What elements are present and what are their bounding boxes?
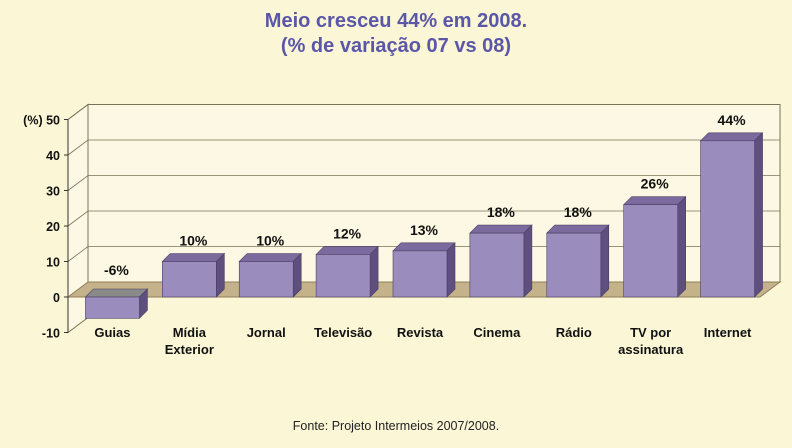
x-tick-label-line: Exterior: [165, 342, 214, 357]
gridline: [67, 139, 780, 156]
x-tick-label: Guias: [94, 325, 130, 340]
x-tick-label-line: Cinema: [473, 325, 521, 340]
y-tick-label: -10: [42, 327, 60, 341]
bar-group: [469, 224, 533, 298]
bar-top: [392, 242, 456, 252]
bar-side: [754, 132, 763, 298]
y-tick-label: (%) 50: [23, 114, 60, 128]
x-tick-label-line: Revista: [397, 325, 444, 340]
bar: [162, 261, 217, 298]
bar: [469, 232, 525, 298]
bar-side: [677, 195, 686, 298]
y-tick-label: 30: [46, 185, 60, 199]
data-label: 10%: [256, 233, 285, 249]
bar-top: [84, 288, 149, 298]
y-tick-label: 10: [46, 256, 60, 270]
bar-side: [600, 224, 610, 298]
gridline: [67, 104, 780, 120]
x-tick-label: Televisão: [314, 325, 372, 340]
bar-side: [292, 252, 302, 298]
data-label: 44%: [718, 112, 747, 128]
data-label: 18%: [487, 204, 516, 220]
chart-title: Meio cresceu 44% em 2008.: [264, 10, 528, 32]
source-note: Fonte: Projeto Intermeios 2007/2008.: [292, 419, 500, 433]
x-tick-label-line: Guias: [94, 325, 130, 340]
x-tick-label: Internet: [704, 325, 752, 340]
gridline: [67, 210, 780, 227]
x-tick-label-line: assinatura: [618, 342, 684, 357]
y-tick-label: 20: [46, 220, 60, 234]
bar-top: [699, 132, 764, 142]
x-tick-label-line: Televisão: [314, 325, 372, 340]
y-tick-label: 0: [53, 291, 60, 305]
bar-group: [392, 242, 456, 298]
bar: [546, 232, 602, 298]
data-label: -6%: [104, 262, 129, 278]
bar-side: [446, 242, 456, 298]
bar-top: [546, 224, 610, 234]
x-tick-label: Mídia Exterior: [165, 325, 214, 357]
bar: [85, 296, 140, 319]
x-tick-label: Jornal: [247, 325, 286, 340]
y-tick-label: 40: [46, 149, 60, 163]
x-tick-label: TV por assinatura: [618, 325, 684, 357]
data-label: 12%: [333, 225, 362, 241]
bar-top: [238, 253, 302, 262]
x-tick-label: Rádio: [556, 325, 592, 340]
x-tick-label: Cinema: [473, 325, 521, 340]
bar: [315, 254, 371, 298]
data-label: 26%: [641, 176, 670, 192]
x-tick-label: Revista: [397, 325, 444, 340]
bar: [392, 250, 448, 298]
chart-subtitle: (% de variação 07 vs 08): [280, 35, 512, 57]
bar-group: [699, 132, 764, 298]
bar-group: [161, 252, 226, 298]
x-tick-label-line: Internet: [704, 325, 752, 340]
data-label: 10%: [179, 233, 208, 249]
bar: [700, 140, 755, 298]
data-label: 18%: [564, 204, 593, 220]
bar-group: [238, 252, 302, 298]
bar-group: [84, 288, 149, 320]
bar-top: [161, 253, 226, 262]
bar-side: [369, 245, 379, 298]
bar-top: [469, 224, 533, 234]
bar-group: [315, 245, 379, 298]
x-tick-label-line: Jornal: [247, 325, 286, 340]
x-tick-label-line: TV por: [630, 325, 671, 340]
bar-group: [622, 195, 687, 298]
bar-top: [622, 196, 687, 205]
bar-side: [523, 224, 533, 298]
bar: [238, 261, 294, 298]
gridline: [67, 175, 780, 191]
bar-group: [546, 224, 610, 298]
bar-top: [315, 246, 379, 255]
x-tick-label-line: Rádio: [556, 325, 592, 340]
data-label: 13%: [410, 222, 439, 238]
x-tick-label-line: Mídia: [173, 325, 207, 340]
bar-side: [216, 252, 225, 298]
bar: [623, 204, 678, 298]
